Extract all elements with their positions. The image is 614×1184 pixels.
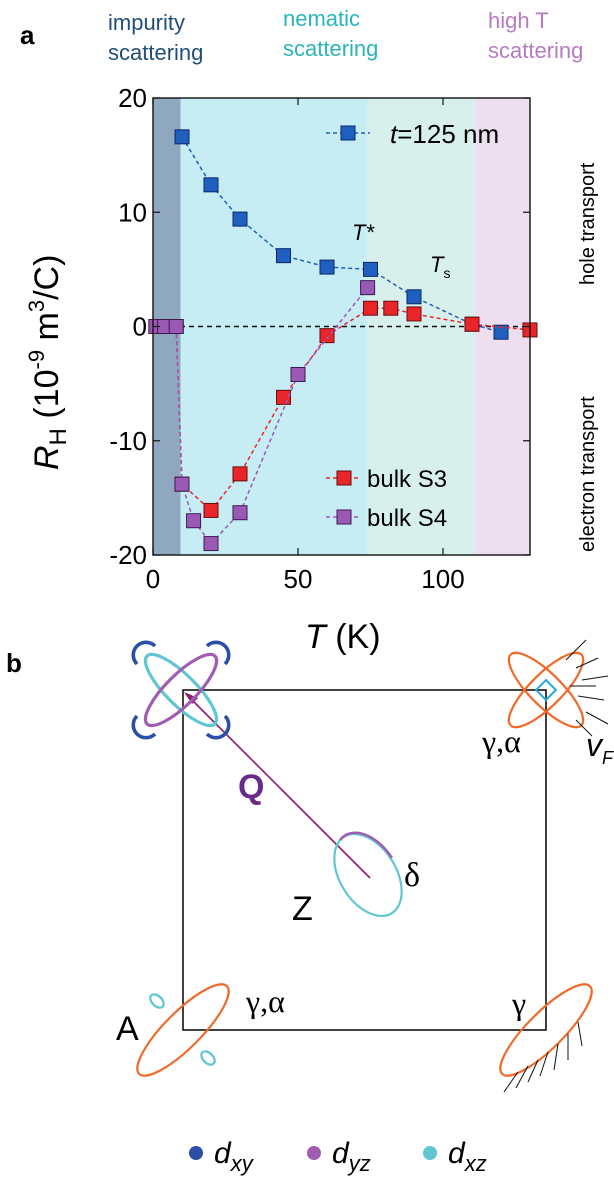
fermi-velocity-arrows — [503, 1021, 583, 1093]
pocket-lobe — [507, 651, 585, 729]
data-point-1-9 — [383, 300, 399, 316]
data-point-1-4 — [203, 502, 219, 518]
q-vector — [185, 693, 371, 879]
data-point-1-5 — [232, 466, 248, 482]
data-point-0-0 — [174, 129, 190, 145]
dxy-segment — [131, 714, 157, 740]
data-point-1-10 — [406, 306, 422, 322]
a-label: A — [116, 1010, 139, 1048]
orbital-label-dxy: dxy — [214, 1137, 255, 1176]
y-tick-label-0: 20 — [118, 83, 147, 113]
data-point-0-3 — [276, 248, 291, 264]
data-point-2-3 — [174, 476, 190, 492]
data-point-1-11 — [464, 316, 480, 332]
z-label: Z — [292, 890, 313, 928]
data-point-0-1 — [203, 177, 219, 193]
series-0 — [174, 129, 509, 340]
vf-label: vF — [586, 727, 614, 768]
data-point-0-8 — [493, 324, 509, 340]
orbital-dot-dxz — [423, 1146, 437, 1160]
data-point-2-5 — [203, 536, 219, 552]
x-tick-label-2: 100 — [421, 564, 464, 594]
legend-label-t125: t=125 nm — [390, 119, 499, 149]
pocket-lobe — [143, 652, 219, 728]
dxy-segment — [205, 640, 231, 666]
y-tick-label-1: 10 — [118, 197, 147, 227]
panel-label-a: a — [20, 20, 35, 50]
legend-s3: bulk S3 — [326, 466, 447, 493]
region-label-impurity-line1: impurity — [108, 10, 185, 35]
dxy-segment — [205, 714, 231, 740]
m-pocket-cross — [507, 639, 609, 737]
a-pocket — [136, 983, 230, 1077]
data-point-1-7 — [319, 328, 335, 344]
legend-t125: t=125 nm — [326, 119, 499, 149]
x-axis-label: T (K) — [305, 618, 381, 656]
data-point-0-6 — [406, 289, 422, 305]
delta-pocket — [333, 831, 403, 918]
dxy-segment — [131, 640, 157, 666]
data-point-0-5 — [363, 261, 378, 277]
orbital-dot-dxy — [189, 1146, 203, 1160]
series-line-0 — [181, 136, 502, 333]
data-point-1-8 — [363, 300, 378, 316]
electron-transport-label: electron transport — [577, 396, 599, 552]
data-point-2-6 — [232, 505, 248, 521]
hole-transport-label: hole transport — [577, 162, 599, 285]
region-label-nematic-line1: nematic — [283, 6, 360, 31]
data-point-0-2 — [232, 211, 248, 227]
q-vector-arrowhead — [184, 692, 198, 704]
gamma-alpha-label-bottom: γ,α — [245, 983, 285, 1019]
orbital-dot-dyz — [307, 1146, 321, 1160]
tstar-annotation: T* — [352, 220, 375, 245]
hot-spot-diamond — [534, 678, 558, 702]
gamma-pocket-bottom-right — [499, 983, 593, 1093]
orbital-legend: dxy dyz dxz — [189, 1137, 487, 1176]
series-line-2 — [155, 287, 369, 545]
y-tick-label-2: 0 — [133, 312, 147, 342]
data-series — [148, 129, 538, 552]
data-point-2-2 — [168, 319, 184, 334]
region-label-impurity-line2: scattering — [108, 40, 203, 65]
y-axis-label: RH (10-9 m3/C) — [24, 255, 72, 470]
ts-annotation: Ts — [430, 252, 450, 281]
legend-s4: bulk S4 — [326, 505, 447, 532]
legend-label-s4: bulk S4 — [367, 505, 447, 532]
y-tick-label-4: -20 — [109, 540, 147, 570]
y-tick-label-3: -10 — [109, 426, 147, 456]
data-point-2-8 — [360, 280, 376, 296]
legend-marker-s3 — [336, 470, 352, 486]
x-tick-label-1: 50 — [284, 564, 313, 594]
data-point-0-4 — [319, 259, 335, 275]
legend-marker-s4 — [336, 509, 352, 525]
brillouin-zone — [182, 689, 547, 1031]
region-band-2 — [367, 98, 475, 555]
pocket-lobe — [143, 652, 219, 728]
gamma-alpha-label-top: γ,α — [481, 723, 521, 759]
orbital-label-dyz: dyz — [332, 1137, 371, 1176]
delta-label: δ — [404, 857, 420, 894]
series-2 — [148, 280, 376, 552]
legend-marker-t125 — [340, 125, 356, 141]
region-label-hight-line1: high T — [488, 8, 549, 33]
orbital-label-dxz: dxz — [448, 1137, 487, 1176]
region-label-nematic-line2: scattering — [283, 36, 378, 61]
x-tick-label-0: 0 — [146, 564, 160, 594]
gamma-label-bottom-right: γ — [511, 985, 526, 1021]
data-point-2-4 — [186, 513, 202, 529]
gamma-pocket-cross — [131, 640, 231, 740]
panel-label-b: b — [6, 648, 22, 678]
legend-label-s3: bulk S3 — [367, 466, 447, 493]
data-point-2-7 — [290, 366, 306, 382]
region-label-hight-line2: scattering — [488, 38, 583, 63]
q-label: Q — [238, 768, 264, 806]
data-point-1-6 — [276, 389, 291, 405]
fermi-velocity-arrows — [565, 639, 609, 737]
